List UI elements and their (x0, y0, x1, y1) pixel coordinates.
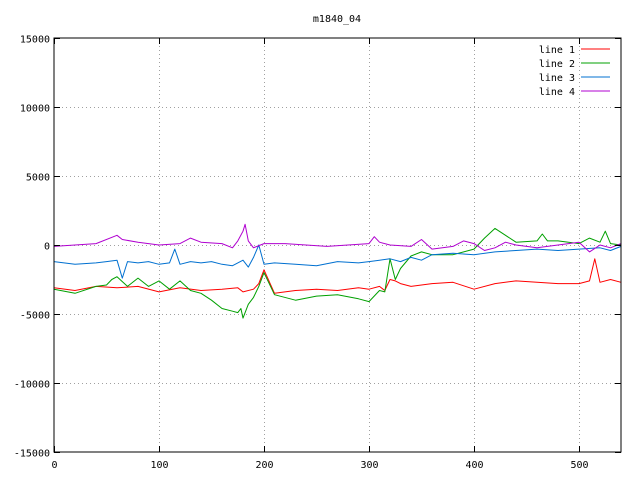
series-layer (53, 223, 622, 319)
y-tick-label: 5000 (26, 173, 50, 184)
series-line-4 (53, 223, 622, 253)
series-line-2 (53, 227, 622, 319)
x-tick-label: 500 (570, 460, 588, 471)
x-tick-label: 200 (255, 460, 273, 471)
plot-area-frame (53, 37, 622, 453)
legend-label-2: line 2 (539, 59, 575, 70)
x-tick-label: 400 (465, 460, 483, 471)
x-tick-label: 0 (51, 460, 57, 471)
grid (54, 38, 621, 452)
axis-ticks: 0 100 200 300 400 500 -15000 -10000 -5000 0 5000 10… (14, 35, 621, 471)
legend-label-1: line 1 (539, 45, 575, 56)
x-tick-label: 100 (150, 460, 168, 471)
y-tick-label: -5000 (20, 311, 50, 322)
series-line-3 (53, 244, 622, 279)
chart-title: m1840_04 (313, 14, 361, 25)
y-tick-label: 10000 (20, 104, 50, 115)
y-tick-label: -10000 (14, 380, 50, 391)
y-tick-label: 0 (44, 242, 50, 253)
y-tick-label: -15000 (14, 449, 50, 460)
legend: line 1 line 2 line 3 line 4 (539, 45, 610, 98)
legend-label-3: line 3 (539, 73, 575, 84)
series-line-1 (53, 258, 622, 294)
legend-label-4: line 4 (539, 87, 575, 98)
y-tick-label: 15000 (20, 35, 50, 46)
x-tick-label: 300 (360, 460, 378, 471)
